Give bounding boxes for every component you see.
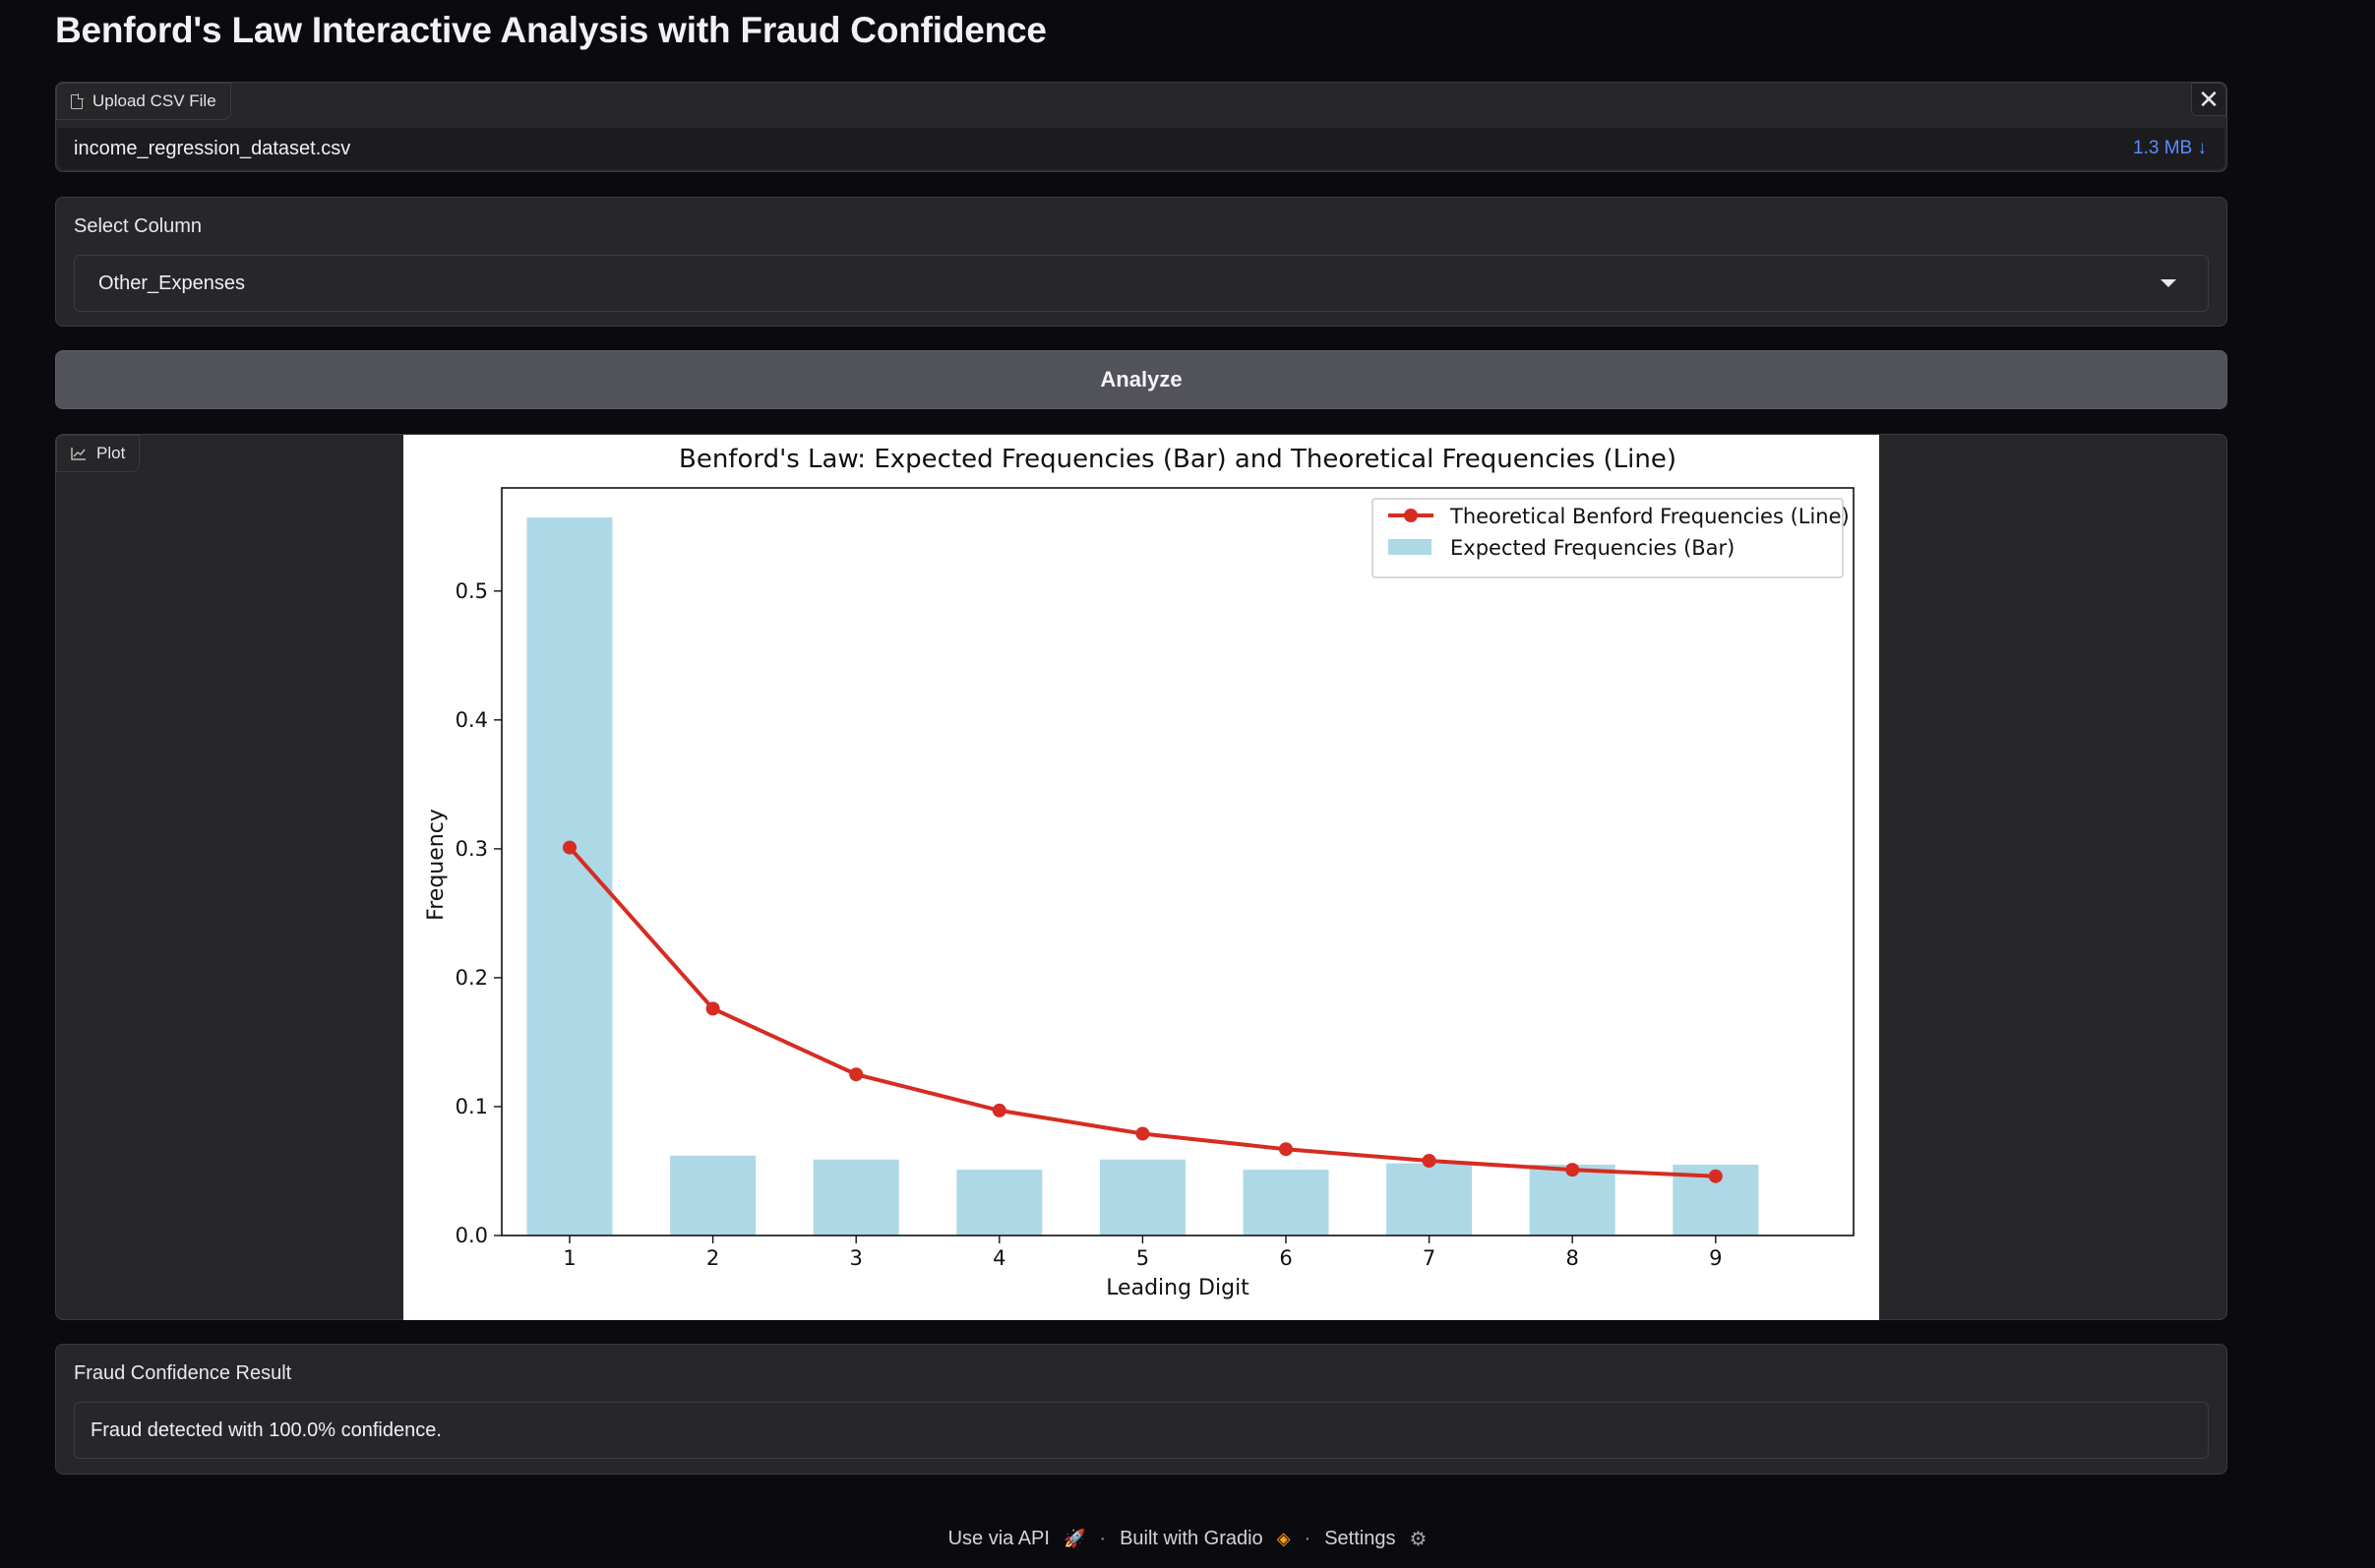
y-tick-label: 0.3 (456, 837, 488, 861)
line-point-digit-8 (1565, 1163, 1580, 1177)
line-point-digit-5 (1135, 1126, 1150, 1141)
file-name: income_regression_dataset.csv (74, 137, 351, 159)
bar-digit-3 (813, 1159, 899, 1236)
column-dropdown[interactable]: Other_Expenses (74, 255, 2209, 312)
line-point-digit-2 (705, 1001, 720, 1016)
legend-entry-bar: Expected Frequencies (Bar) (1450, 536, 1735, 560)
uploaded-file-row: income_regression_dataset.csv 1.3 MB ↓ (58, 128, 2224, 169)
analyze-button[interactable]: Analyze (55, 350, 2227, 409)
y-tick-label: 0.1 (456, 1095, 488, 1118)
gear-icon: ⚙ (1409, 1529, 1428, 1550)
plot-frame (501, 487, 1855, 1236)
fraud-result-panel: Fraud Confidence Result Fraud detected w… (55, 1344, 2227, 1475)
line-point-digit-6 (1279, 1142, 1293, 1157)
x-tick-label: 4 (993, 1246, 1005, 1270)
page-title: Benford's Law Interactive Analysis with … (55, 10, 1047, 50)
bar-digit-1 (526, 517, 613, 1236)
x-tick-label: 2 (706, 1246, 719, 1270)
chart-svg: Benford's Law: Expected Frequencies (Bar… (403, 435, 1879, 1320)
plot-label: Plot (96, 444, 126, 462)
upload-label: Upload CSV File (92, 91, 216, 110)
chart-icon (71, 448, 86, 460)
y-tick-label: 0.2 (456, 966, 488, 990)
plot-panel: Plot Benford's Law: Expected Frequencies… (55, 434, 2227, 1320)
x-tick-label: 7 (1423, 1246, 1435, 1270)
x-axis-label: Leading Digit (1106, 1276, 1249, 1300)
settings-link[interactable]: Settings (1324, 1528, 1396, 1549)
y-tick-label: 0.5 (456, 579, 488, 603)
legend-box (1371, 498, 1844, 578)
bar-digit-6 (1243, 1170, 1329, 1236)
chevron-down-icon (2161, 279, 2176, 287)
select-column-label: Select Column (74, 215, 203, 237)
clear-file-button[interactable]: ✕ (2191, 83, 2226, 116)
legend-bar-swatch (1388, 539, 1431, 555)
file-download-link[interactable]: 1.3 MB ↓ (2133, 138, 2207, 158)
bar-digit-4 (956, 1170, 1043, 1236)
built-with-gradio-link[interactable]: Built with Gradio (1120, 1528, 1263, 1549)
result-label: Fraud Confidence Result (74, 1362, 292, 1384)
line-point-digit-9 (1708, 1169, 1723, 1183)
line-point-digit-4 (992, 1103, 1006, 1117)
line-point-digit-1 (563, 840, 577, 855)
legend-entry-line: Theoretical Benford Frequencies (Line) (1449, 505, 1850, 528)
select-column-panel: Select Column Other_Expenses (55, 197, 2227, 327)
bar-digit-2 (670, 1155, 757, 1236)
x-tick-label: 8 (1566, 1246, 1579, 1270)
file-upload-panel[interactable]: Upload CSV File ✕ income_regression_data… (55, 82, 2227, 172)
bar-digit-7 (1386, 1163, 1473, 1236)
upload-label-chip: Upload CSV File (56, 83, 231, 120)
use-via-api-link[interactable]: Use via API (947, 1528, 1050, 1549)
line-point-digit-7 (1422, 1154, 1436, 1168)
footer: Use via API 🚀 · Built with Gradio ◈ · Se… (0, 1527, 2375, 1551)
dropdown-value: Other_Expenses (98, 271, 245, 294)
y-axis-label: Frequency (424, 809, 449, 921)
footer-separator: · (1099, 1528, 1107, 1549)
x-tick-label: 1 (563, 1246, 576, 1270)
line-point-digit-3 (849, 1067, 864, 1082)
benford-chart: Benford's Law: Expected Frequencies (Bar… (403, 435, 1879, 1320)
footer-separator: · (1304, 1528, 1311, 1549)
y-tick-label: 0.0 (456, 1224, 488, 1247)
x-tick-label: 9 (1709, 1246, 1722, 1270)
x-tick-label: 6 (1279, 1246, 1292, 1270)
rocket-icon: 🚀 (1063, 1529, 1086, 1548)
gradio-logo-icon: ◈ (1276, 1529, 1291, 1548)
chart-title: Benford's Law: Expected Frequencies (Bar… (679, 445, 1676, 474)
file-icon (71, 92, 84, 109)
result-textbox[interactable]: Fraud detected with 100.0% confidence. (74, 1402, 2209, 1459)
legend-line-marker (1404, 509, 1418, 522)
bar-digit-5 (1099, 1159, 1186, 1236)
x-tick-label: 5 (1136, 1246, 1149, 1270)
plot-label-chip: Plot (56, 435, 141, 472)
y-tick-label: 0.4 (456, 708, 488, 732)
x-tick-label: 3 (850, 1246, 863, 1270)
